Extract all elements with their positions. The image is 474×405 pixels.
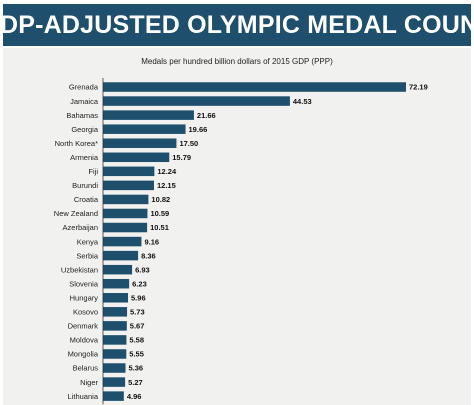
category-label: Fiji	[88, 167, 98, 176]
bar	[103, 82, 406, 92]
category-label: New Zealand	[54, 209, 98, 218]
category-label: Mongolia	[68, 350, 99, 359]
value-label: 6.23	[132, 279, 147, 288]
category-label: Lithuania	[68, 392, 99, 401]
value-label: 5.96	[131, 293, 146, 302]
bar	[103, 278, 130, 289]
value-label: 5.67	[130, 322, 145, 331]
bar	[103, 293, 129, 303]
value-label: 21.66	[197, 111, 216, 120]
category-label: Bahamas	[66, 111, 98, 120]
chart-panel	[3, 48, 471, 405]
value-label: 17.50	[179, 139, 198, 148]
category-label: North Korea*	[55, 139, 98, 148]
value-label: 6.93	[135, 265, 150, 274]
value-label: 15.79	[172, 153, 191, 162]
value-label: 12.24	[157, 167, 177, 176]
bar	[103, 363, 126, 373]
category-label: Croatia	[74, 195, 99, 204]
value-label: 5.55	[129, 350, 144, 359]
category-label: Armenia	[70, 153, 99, 162]
value-label: 5.73	[130, 308, 145, 317]
bar	[103, 349, 127, 359]
value-label: 5.58	[129, 336, 144, 345]
category-label: Serbia	[76, 251, 99, 260]
category-label: Kenya	[77, 237, 99, 246]
bar	[103, 222, 148, 233]
category-label: Jamaica	[70, 97, 99, 106]
category-label: Hungary	[70, 293, 99, 302]
bar	[103, 138, 177, 148]
bar	[103, 264, 133, 275]
category-label: Denmark	[68, 322, 99, 331]
bar	[103, 180, 154, 191]
bar	[103, 321, 127, 331]
category-label: Burundi	[72, 181, 98, 190]
category-label: Slovenia	[69, 279, 99, 288]
chart-subtitle: Medals per hundred billion dollars of 20…	[141, 57, 333, 66]
category-label: Niger	[80, 378, 98, 387]
value-label: 9.16	[144, 237, 159, 246]
bar	[103, 307, 128, 317]
category-label: Grenada	[69, 83, 99, 92]
bar	[103, 391, 124, 401]
bar	[103, 124, 186, 134]
bar	[103, 208, 148, 219]
value-label: 8.36	[141, 251, 156, 260]
bar	[103, 152, 170, 163]
category-label: Kosovo	[73, 308, 98, 317]
bar	[103, 250, 139, 261]
value-label: 10.59	[150, 209, 169, 218]
bar	[103, 236, 142, 247]
bar	[103, 335, 127, 345]
title-banner: GDP-ADJUSTED OLYMPIC MEDAL COUNT	[0, 4, 474, 46]
bar	[103, 377, 126, 387]
category-label: Azerbaijan	[63, 223, 98, 232]
value-label: 12.15	[157, 181, 176, 190]
category-label: Georgia	[71, 125, 99, 134]
value-label: 4.96	[127, 392, 142, 401]
value-label: 5.27	[128, 378, 143, 387]
value-label: 5.36	[128, 364, 143, 373]
category-label: Moldova	[70, 336, 99, 345]
category-label: Uzbekistan	[61, 265, 98, 274]
bar	[103, 194, 149, 205]
bar	[103, 96, 290, 106]
category-label: Belarus	[73, 364, 99, 373]
bar	[103, 110, 194, 120]
chart-title: GDP-ADJUSTED OLYMPIC MEDAL COUNT	[0, 10, 474, 39]
value-label: 44.53	[293, 97, 312, 106]
value-label: 19.66	[189, 125, 208, 134]
value-label: 10.51	[150, 223, 169, 232]
value-label: 72.19	[409, 83, 428, 92]
value-label: 10.82	[151, 195, 170, 204]
bar	[103, 166, 155, 177]
